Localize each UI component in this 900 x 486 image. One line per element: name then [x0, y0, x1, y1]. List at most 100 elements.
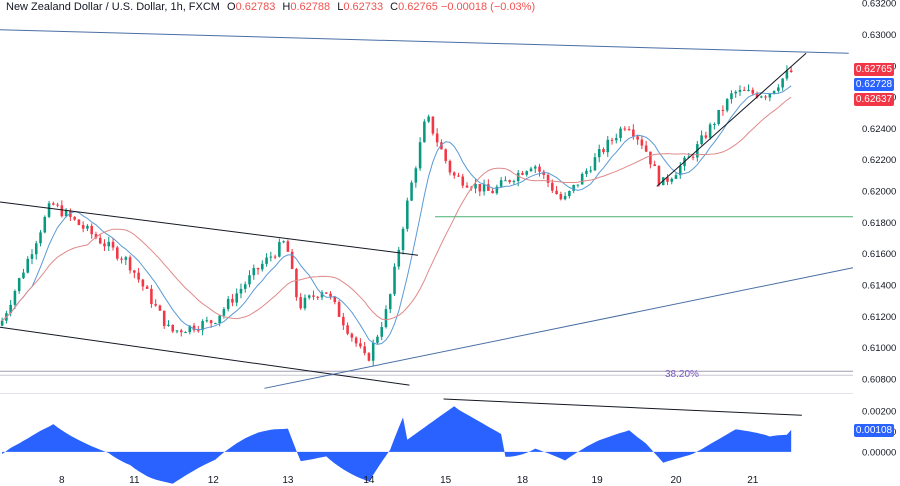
candle-body	[563, 196, 567, 200]
candle-body	[162, 310, 166, 326]
candle-body	[410, 182, 413, 201]
candle-body	[145, 286, 149, 289]
candle-body	[77, 219, 81, 226]
candle-body	[465, 185, 469, 188]
candle-body	[205, 320, 209, 322]
candle-body	[717, 109, 720, 125]
candle-body	[248, 275, 251, 285]
candle-body	[17, 278, 21, 292]
candle-body	[499, 180, 503, 187]
chart-header: New Zealand Dollar / U.S. Dollar, 1h, FX…	[6, 1, 535, 13]
candle-body	[39, 232, 42, 244]
candle-body	[427, 116, 430, 122]
candle-body	[218, 315, 221, 324]
candle-body	[508, 180, 511, 182]
candle-body	[171, 324, 175, 332]
candle-body	[495, 186, 499, 194]
candle-body	[529, 168, 533, 172]
candle-body	[380, 327, 383, 337]
candle-body	[772, 90, 776, 94]
candle-body	[222, 309, 226, 316]
candle-body	[435, 133, 439, 143]
candle-body	[363, 346, 366, 354]
candle-body	[559, 194, 563, 200]
candle-body	[52, 203, 55, 205]
candle-body	[461, 176, 465, 186]
rising-support-line	[264, 267, 854, 389]
candle-body	[691, 156, 695, 158]
candle-body	[602, 149, 605, 153]
y-tick-label: 0.63000	[862, 30, 896, 41]
candle-body	[128, 257, 132, 271]
candle-body	[273, 256, 277, 258]
candle-body	[619, 128, 622, 139]
candle-body	[278, 242, 281, 257]
candle-body	[674, 175, 678, 179]
candle-body	[329, 293, 332, 297]
lines-layer	[0, 29, 854, 484]
candle-body	[43, 216, 47, 233]
candle-body	[111, 241, 115, 248]
indicator-area	[2, 406, 792, 484]
candle-body	[640, 139, 644, 146]
candle-body	[725, 99, 729, 111]
low-value: 0.62733	[343, 1, 384, 13]
short-term-uptrend-line	[656, 52, 807, 187]
candle-body	[201, 321, 204, 331]
candle-body	[542, 171, 546, 175]
candle-body	[175, 330, 179, 332]
candle-body	[730, 93, 733, 100]
candle-body	[73, 216, 76, 220]
candle-body	[491, 190, 494, 194]
candle-body	[615, 138, 618, 141]
descending-support-line	[0, 326, 410, 386]
last-price-label: 0.62765	[854, 63, 894, 76]
candle-body	[141, 279, 145, 287]
candle-body	[440, 142, 443, 150]
candle-body	[60, 205, 64, 217]
candle-body	[580, 173, 584, 185]
y-tick-label: 0.62400	[862, 124, 896, 135]
candle-body	[150, 288, 153, 305]
candle-body	[286, 241, 290, 252]
x-tick-label: 8	[59, 475, 65, 486]
candle-body	[333, 296, 337, 303]
ma-fast-label: 0.62728	[854, 78, 894, 91]
candle-body	[632, 129, 635, 137]
candle-body	[265, 257, 268, 264]
candle-body	[678, 165, 682, 176]
candle-body	[290, 251, 294, 269]
candle-body	[504, 180, 507, 182]
symbol-title: New Zealand Dollar / U.S. Dollar, 1h, FX…	[6, 1, 220, 13]
x-tick-label: 14	[363, 475, 375, 486]
indicator-value-label: 0.00108	[854, 424, 894, 437]
open-label: O	[227, 1, 236, 13]
candle-body	[533, 166, 537, 169]
candle-body	[167, 324, 170, 326]
candle-body	[666, 177, 669, 182]
fib-label: 38.20%	[665, 369, 699, 380]
candle-body	[768, 93, 772, 98]
candle-body	[64, 210, 68, 217]
candle-body	[474, 184, 477, 189]
candle-body	[649, 151, 652, 165]
candle-body	[226, 298, 230, 310]
candle-body	[26, 258, 30, 273]
candle-body	[751, 89, 755, 94]
candle-body	[354, 337, 358, 344]
candle-body	[721, 109, 725, 111]
candle-body	[124, 257, 128, 260]
candle-body	[525, 171, 529, 175]
candle-body	[192, 325, 196, 331]
candle-body	[154, 304, 157, 306]
candle-body	[384, 309, 388, 328]
close-label: C	[390, 1, 399, 13]
candle-body	[299, 297, 302, 309]
candle-body	[388, 294, 392, 310]
candle-body	[307, 295, 311, 298]
open-value: 0.62783	[235, 1, 276, 13]
candles-layer	[0, 65, 793, 367]
candle-body	[478, 184, 482, 192]
candle-body	[585, 170, 588, 174]
